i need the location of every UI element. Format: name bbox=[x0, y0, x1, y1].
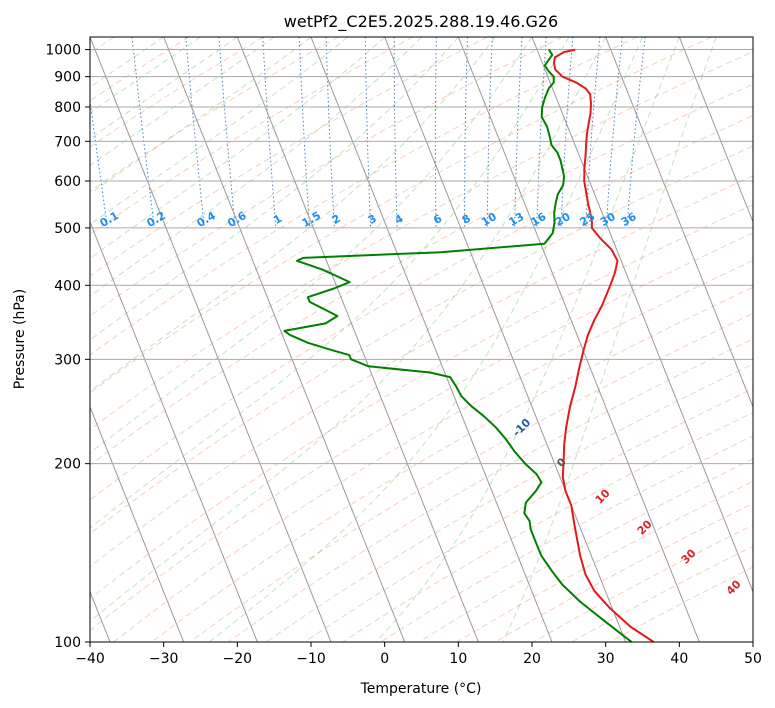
y-tick-label: 600 bbox=[54, 174, 81, 190]
dry-adiabat-line bbox=[90, 37, 712, 394]
chart-title: wetPf2_C2E5.2025.288.19.46.G26 bbox=[284, 12, 558, 32]
dry-adiabat-line bbox=[90, 37, 638, 356]
dry-adiabat-line bbox=[265, 363, 753, 642]
y-tick-label: 500 bbox=[54, 221, 81, 237]
y-axis-label: Pressure (hPa) bbox=[12, 289, 28, 389]
moist-adiabat-line bbox=[208, 37, 643, 642]
series-line-1 bbox=[553, 48, 655, 642]
isotherm-line bbox=[384, 37, 627, 642]
dry-adiabat-line bbox=[90, 37, 488, 277]
dry-adiabat-line bbox=[90, 175, 753, 568]
y-tick-label: 800 bbox=[54, 100, 81, 116]
isotherm-line bbox=[236, 37, 479, 642]
x-axis: −40 −30 −20 −10 0 10 20 30 40 50 bbox=[75, 642, 762, 667]
moist-adiabat-line bbox=[90, 37, 349, 226]
moist-adiabat-line bbox=[90, 37, 496, 392]
dry-adiabat-line bbox=[113, 259, 753, 642]
x-tick-label: 20 bbox=[523, 651, 541, 667]
dry-adiabat-line bbox=[227, 338, 753, 642]
y-tick-label: 100 bbox=[54, 635, 81, 651]
mixing-ratio-line bbox=[90, 96, 109, 228]
isotherm-line bbox=[90, 405, 185, 642]
isotherm-line bbox=[605, 37, 753, 409]
y-tick-label: 400 bbox=[54, 278, 81, 294]
x-tick-label: 40 bbox=[670, 651, 688, 667]
y-tick-label: 200 bbox=[54, 457, 81, 473]
isotherm-line bbox=[90, 37, 332, 642]
isotherm-line bbox=[163, 37, 406, 642]
mixing-ratio-line bbox=[218, 37, 236, 228]
y-tick-label: 700 bbox=[54, 134, 81, 150]
moist-adiabat-line bbox=[90, 37, 238, 140]
plot-frame bbox=[89, 36, 754, 643]
moist-adiabat-line bbox=[90, 37, 275, 167]
moist-adiabat-line bbox=[90, 37, 607, 623]
dry-adiabat-line bbox=[90, 145, 753, 535]
isotherm-line bbox=[678, 37, 753, 224]
isotherm-line bbox=[531, 37, 753, 594]
x-tick-label: 0 bbox=[380, 651, 389, 667]
dry-adiabat-line bbox=[90, 37, 264, 148]
dry-adiabat-line bbox=[151, 286, 753, 642]
moist-adiabat-line bbox=[375, 37, 680, 642]
isotherm-line bbox=[310, 37, 553, 642]
x-tick-label: −10 bbox=[296, 651, 326, 667]
profile-series bbox=[283, 48, 655, 642]
moist-adiabat-line bbox=[90, 37, 201, 114]
isotherm-line bbox=[90, 220, 258, 642]
x-tick-label: 10 bbox=[449, 651, 467, 667]
x-tick-label: 30 bbox=[597, 651, 615, 667]
y-tick-label: 300 bbox=[54, 352, 81, 368]
dry-adiabat-line bbox=[90, 37, 339, 192]
mixing-ratio-line bbox=[185, 37, 205, 228]
y-axis: 100 200 300 400 500 600 700 800 900 1000 bbox=[45, 43, 90, 651]
series-line-2 bbox=[283, 49, 633, 642]
dry-adiabat-line bbox=[90, 37, 563, 317]
mixing-ratio-line bbox=[585, 37, 601, 228]
mixing-ratio-line bbox=[605, 37, 623, 228]
x-tick-label: −30 bbox=[149, 651, 179, 667]
x-tick-label: −40 bbox=[75, 651, 105, 667]
y-tick-label: 1000 bbox=[45, 43, 81, 59]
moist-adiabat-line bbox=[90, 37, 570, 529]
moist-adiabat-line bbox=[90, 37, 164, 88]
x-tick-label: 50 bbox=[744, 651, 762, 667]
x-axis-label: Temperature (°C) bbox=[360, 681, 482, 697]
moist-adiabat-line bbox=[90, 37, 386, 259]
moist-adiabat-line bbox=[502, 37, 717, 642]
moist-adiabat-line bbox=[90, 37, 533, 454]
y-tick-label: 900 bbox=[54, 70, 81, 86]
mixing-ratio-line bbox=[626, 37, 646, 228]
x-tick-label: −20 bbox=[223, 651, 253, 667]
background-lines bbox=[90, 37, 753, 642]
moist-adiabat-line bbox=[90, 37, 422, 297]
isotherm-line bbox=[457, 37, 700, 642]
dry-adiabat-line bbox=[90, 51, 753, 431]
